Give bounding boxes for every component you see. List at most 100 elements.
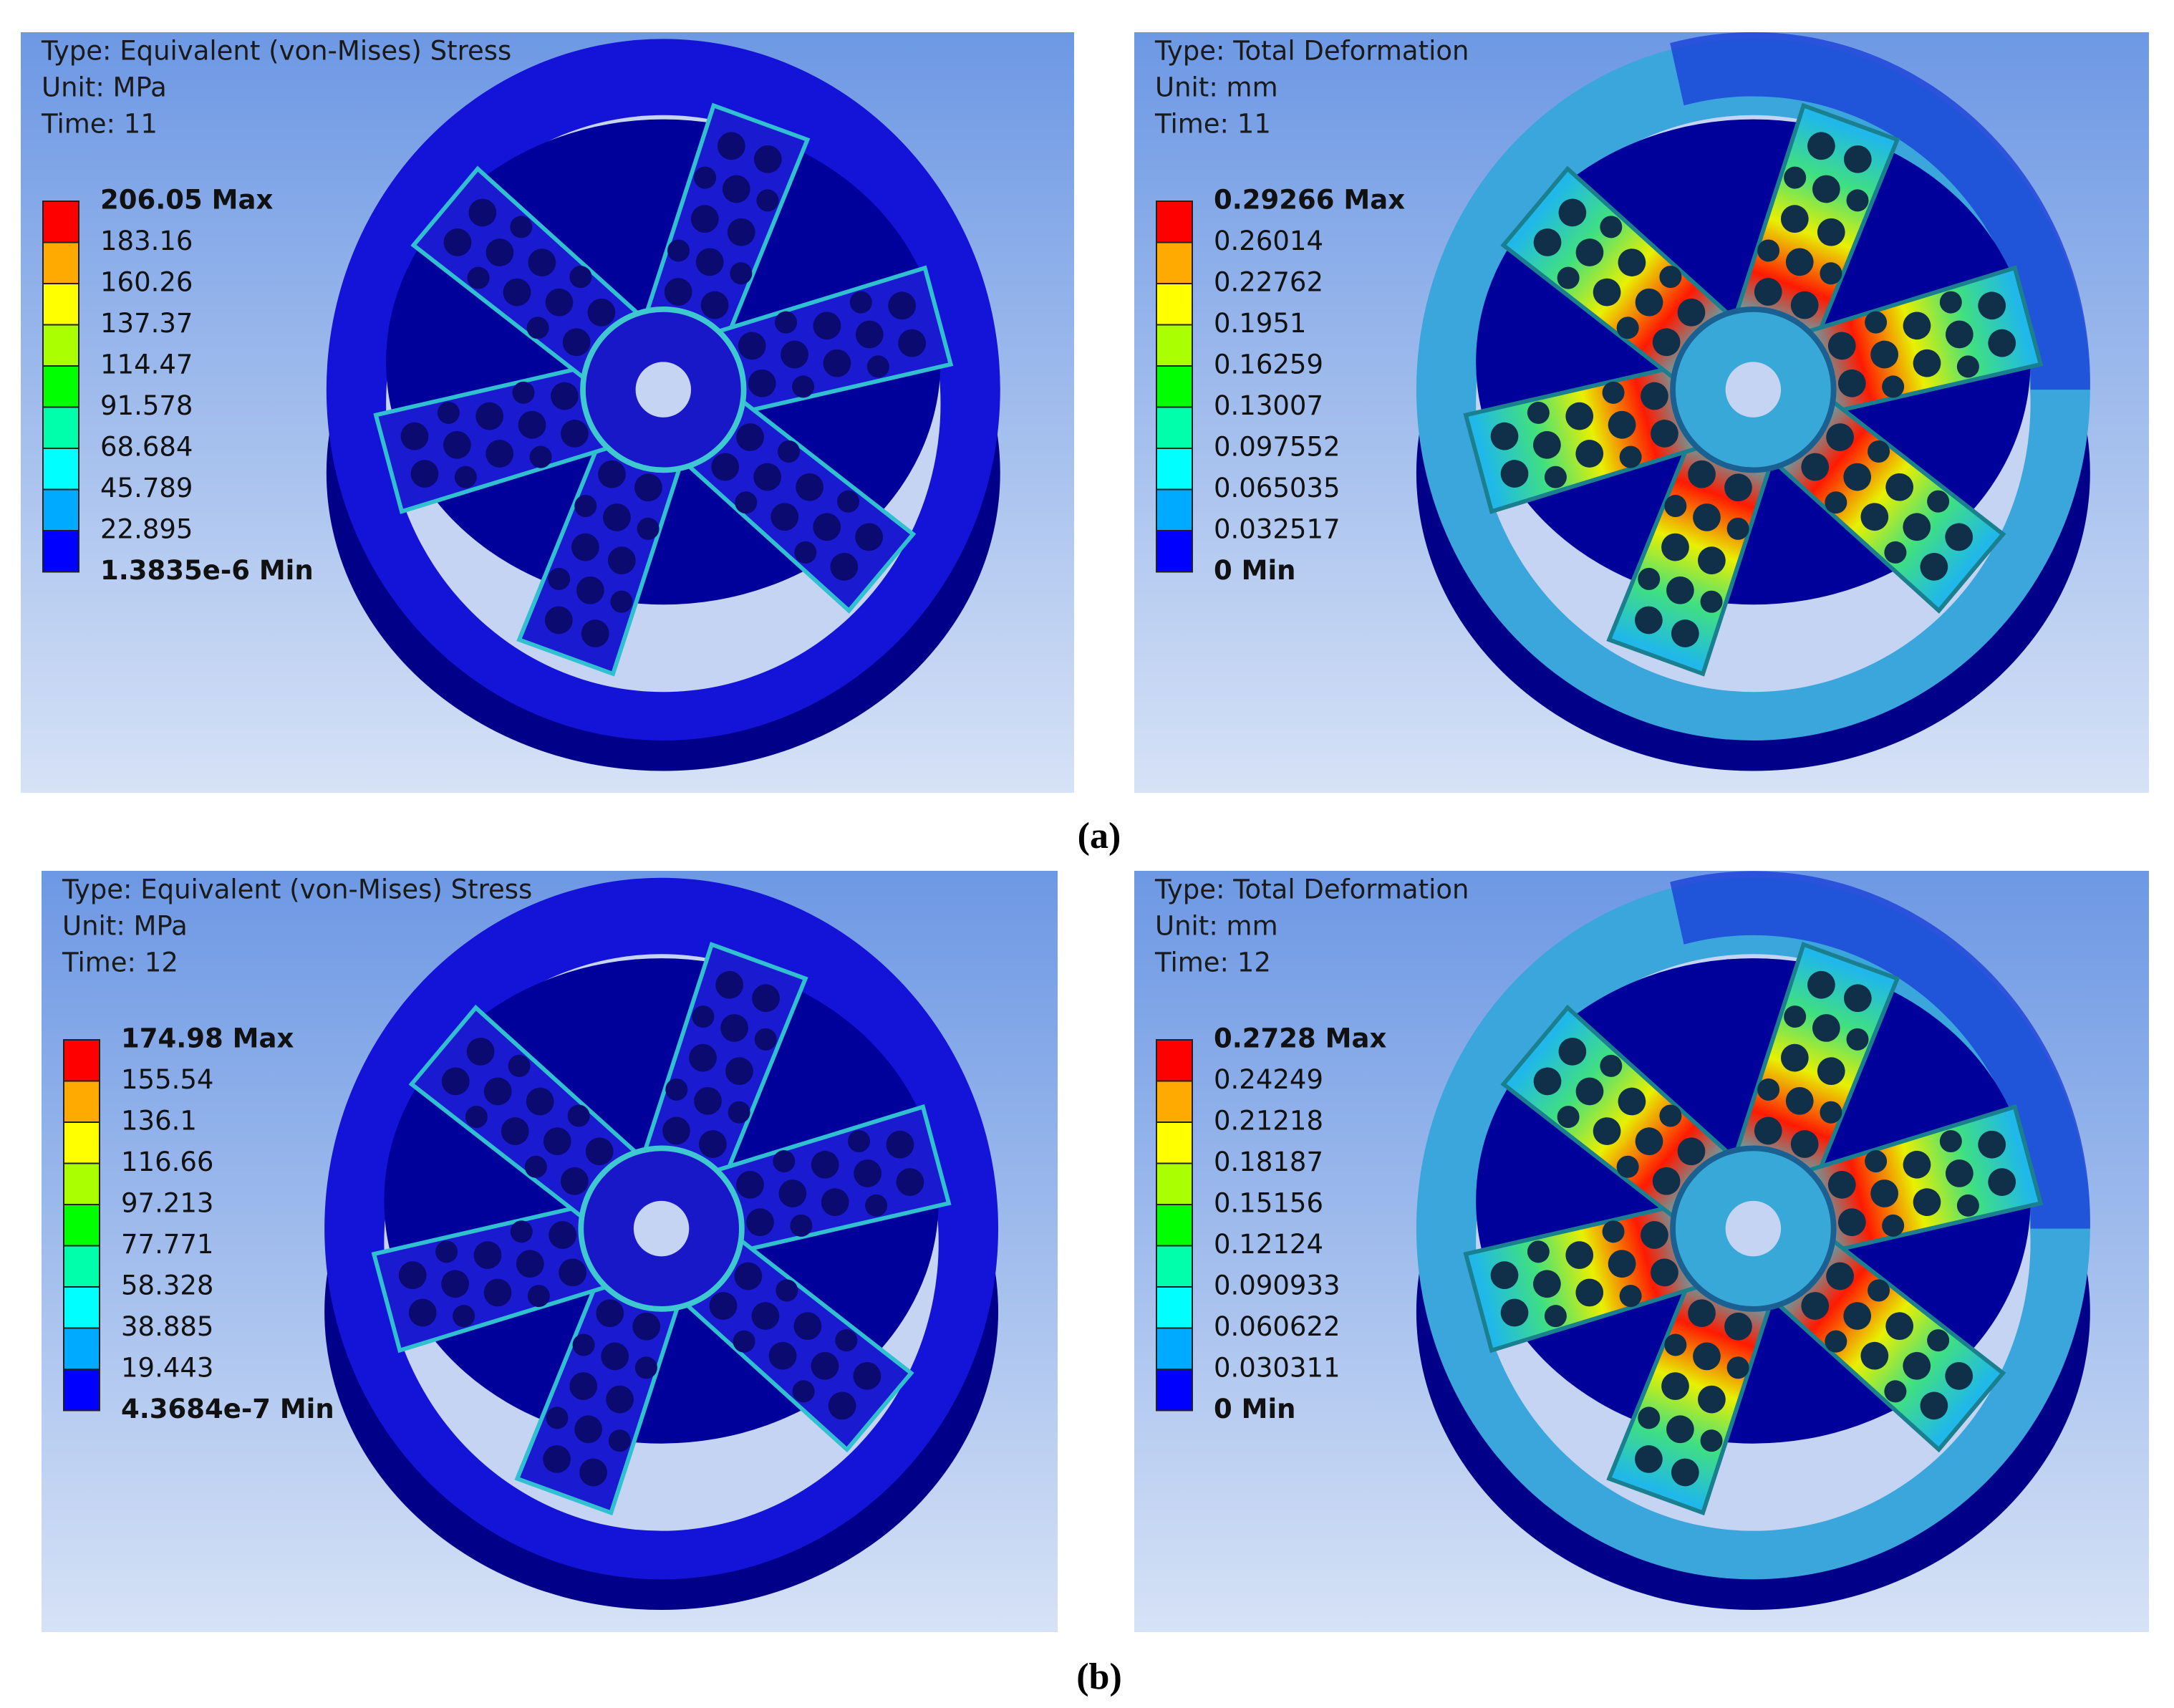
legend-swatch (1156, 365, 1193, 408)
legend-swatch (63, 1162, 100, 1205)
legend-swatch (42, 324, 79, 367)
legend-label: 136.1 (121, 1106, 197, 1137)
legend-label: 19.443 (121, 1353, 213, 1384)
legend-swatch (1156, 1039, 1193, 1082)
legend-swatch (1156, 406, 1193, 449)
header-line: Type: Total Deformation (1154, 36, 1469, 67)
legend-label: 0.13007 (1214, 390, 1323, 421)
legend-swatch (1156, 1121, 1193, 1164)
legend-label: 137.37 (100, 308, 193, 339)
legend-swatch (1156, 1245, 1193, 1288)
legend-label: 4.3684e-7 Min (121, 1394, 334, 1424)
legend-swatch (63, 1121, 100, 1164)
header-line: Unit: mm (1155, 911, 1278, 942)
legend-label: 22.895 (100, 514, 193, 545)
result-panel: Type: Total Deformation Unit: mm Time: 12 0… (1134, 871, 2149, 1632)
legend-swatch (42, 201, 79, 243)
header-line: Time: 11 (41, 109, 158, 140)
legend-swatch (42, 241, 79, 284)
legend-label: 0.097552 (1214, 432, 1340, 463)
wheel-contour (324, 878, 998, 1610)
header-line: Time: 12 (1154, 947, 1271, 978)
legend-swatch (42, 488, 79, 531)
legend-label: 91.578 (100, 390, 193, 421)
caption: (b) (1076, 1656, 1122, 1697)
legend-swatch (63, 1327, 100, 1370)
wheel-contour (1416, 871, 2090, 1610)
result-panel: Type: Equivalent (von-Mises) Stress Unit:… (21, 32, 1074, 793)
legend-swatch (63, 1286, 100, 1329)
legend-swatch (63, 1245, 100, 1288)
legend-swatch (1156, 1327, 1193, 1370)
legend-label: 0.032517 (1214, 514, 1340, 545)
legend-swatch (42, 406, 79, 449)
legend-swatch (63, 1080, 100, 1123)
legend-label: 0.2728 Max (1214, 1023, 1386, 1054)
legend-label: 206.05 Max (100, 185, 273, 216)
legend-label: 0.030311 (1214, 1353, 1340, 1384)
legend-label: 45.789 (100, 473, 193, 503)
legend-swatch (1156, 448, 1193, 491)
legend-label: 183.16 (100, 226, 193, 256)
legend-label: 0.21218 (1214, 1106, 1323, 1137)
legend-label: 0.060622 (1214, 1311, 1340, 1342)
result-panel: Type: Equivalent (von-Mises) Stress Unit:… (42, 871, 1058, 1632)
legend-label: 0.15156 (1214, 1188, 1323, 1219)
legend-label: 0.1951 (1214, 308, 1306, 339)
legend-swatch (1156, 1369, 1193, 1412)
legend-swatch (1156, 1162, 1193, 1205)
legend-label: 68.684 (100, 432, 193, 463)
legend-label: 58.328 (121, 1270, 213, 1301)
legend-label: 0.065035 (1214, 473, 1340, 503)
header-line: Type: Equivalent (von-Mises) Stress (41, 36, 511, 67)
legend-label: 160.26 (100, 267, 193, 298)
wheel-contour (327, 39, 1000, 771)
legend-label: 38.885 (121, 1311, 213, 1342)
legend-swatch (1156, 530, 1193, 573)
legend-swatch (63, 1039, 100, 1082)
header-line: Time: 12 (62, 947, 178, 978)
legend-swatch (1156, 241, 1193, 284)
result-panel: Type: Total Deformation Unit: mm Time: 11 0… (1134, 32, 2149, 793)
legend-swatch (1156, 324, 1193, 367)
legend-label: 0.16259 (1214, 349, 1323, 380)
legend-swatch (1156, 1286, 1193, 1329)
legend-swatch (63, 1369, 100, 1412)
header-line: Unit: MPa (42, 72, 167, 103)
legend-label: 114.47 (100, 349, 193, 380)
legend-label: 0.18187 (1214, 1147, 1323, 1177)
legend-label: 0.29266 Max (1214, 185, 1405, 216)
legend-label: 0.26014 (1214, 226, 1323, 256)
legend-label: 1.3835e-6 Min (100, 555, 314, 586)
legend-label: 0 Min (1214, 1394, 1295, 1424)
header-line: Type: Total Deformation (1154, 874, 1469, 905)
legend-label: 0.090933 (1214, 1270, 1340, 1301)
legend-swatch (63, 1204, 100, 1247)
legend-label: 155.54 (121, 1064, 213, 1095)
legend-swatch (1156, 283, 1193, 326)
header-line: Unit: mm (1155, 72, 1278, 103)
legend-label: 116.66 (121, 1147, 213, 1177)
legend-swatch (42, 283, 79, 326)
header-line: Time: 11 (1154, 109, 1271, 140)
legend-swatch (42, 448, 79, 491)
wheel-contour (1416, 32, 2090, 771)
legend-swatch (42, 530, 79, 573)
legend-swatch (1156, 488, 1193, 531)
header-line: Type: Equivalent (von-Mises) Stress (62, 874, 532, 905)
legend-swatch (1156, 1204, 1193, 1247)
legend-label: 0.24249 (1214, 1064, 1323, 1095)
header-line: Unit: MPa (62, 911, 188, 942)
legend-label: 77.771 (121, 1229, 213, 1260)
legend-swatch (1156, 1080, 1193, 1123)
legend-label: 0 Min (1214, 555, 1295, 586)
legend-label: 174.98 Max (121, 1023, 294, 1054)
legend-label: 0.22762 (1214, 267, 1323, 298)
legend-label: 0.12124 (1214, 1229, 1323, 1260)
legend-swatch (42, 365, 79, 408)
legend-swatch (1156, 201, 1193, 243)
caption: (a) (1078, 816, 1121, 857)
